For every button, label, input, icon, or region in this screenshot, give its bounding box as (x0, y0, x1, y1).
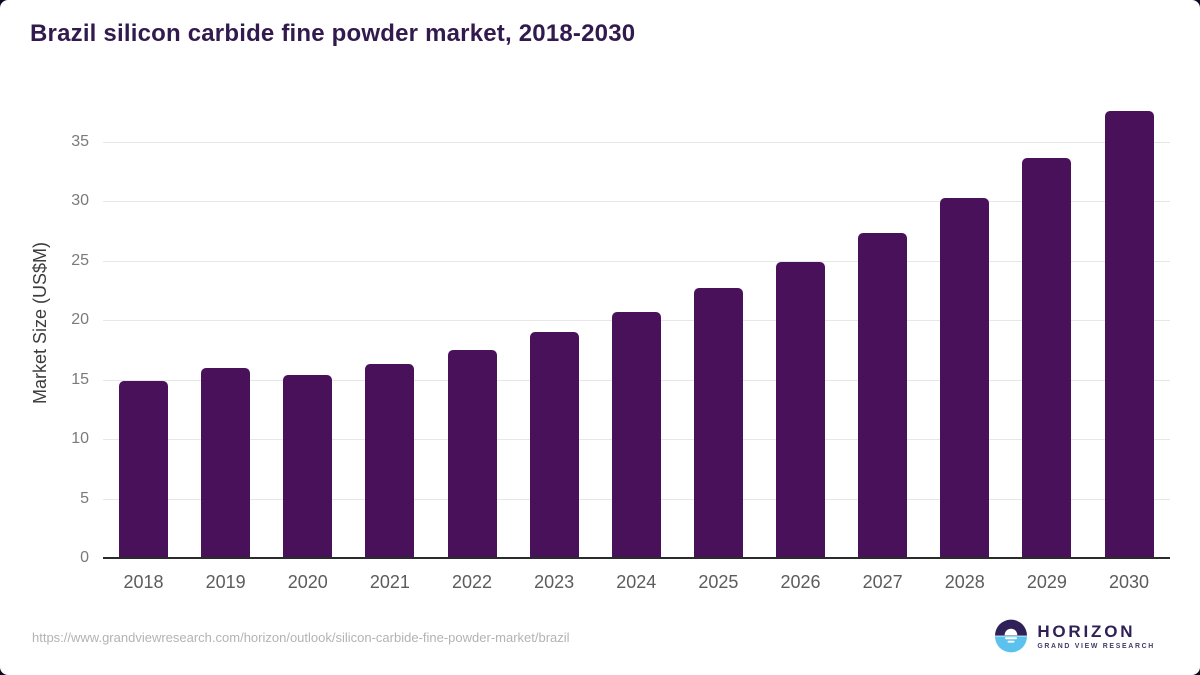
bar-2027 (858, 233, 908, 558)
y-tick-label: 5 (80, 489, 89, 507)
bar-2024 (611, 311, 661, 558)
gridline (103, 260, 1170, 262)
bar-2021 (365, 364, 415, 558)
horizon-logo: HORIZON GRAND VIEW RESEARCH (994, 619, 1155, 653)
x-tick-label-2026: 2026 (780, 572, 821, 592)
horizon-sun-icon (994, 619, 1028, 653)
bar-2029 (1022, 158, 1072, 558)
x-tick-label-2025: 2025 (698, 572, 739, 592)
chart-title: Brazil silicon carbide fine powder marke… (30, 20, 636, 47)
x-tick-label-2023: 2023 (534, 572, 575, 592)
x-tick-label-2030: 2030 (1109, 572, 1150, 592)
bar-2018 (119, 380, 168, 558)
gridline (103, 141, 1170, 143)
x-tick-label-2029: 2029 (1026, 572, 1067, 592)
plot-area: 0 5 10 15 20 25 30 35 2018 2019 2020 2021 2022 2023 20… (71, 100, 1170, 592)
logo-tagline-text: GRAND VIEW RESEARCH (1037, 643, 1155, 650)
bar-2025 (693, 287, 743, 558)
x-tick-label-2020: 2020 (287, 572, 328, 592)
x-tick-label-2024: 2024 (616, 572, 657, 592)
y-tick-label: 30 (71, 192, 89, 210)
logo-brand-text: HORIZON (1037, 622, 1136, 641)
gridline (103, 201, 1170, 203)
x-tick-label-2028: 2028 (944, 572, 985, 592)
x-axis-line (103, 557, 1170, 559)
y-tick-label: 25 (71, 251, 89, 269)
logo-text: HORIZON GRAND VIEW RESEARCH (1037, 622, 1155, 650)
y-tick-label: 15 (71, 370, 89, 388)
x-tick-label-2018: 2018 (123, 572, 164, 592)
bar-2030 (1104, 110, 1154, 558)
bar-2022 (447, 349, 497, 558)
bar-2020 (283, 374, 333, 558)
bar-2028 (940, 197, 990, 558)
x-tick-label-2019: 2019 (205, 572, 246, 592)
y-tick-label: 10 (71, 430, 89, 448)
x-tick-label-2022: 2022 (451, 572, 493, 592)
y-tick-label: 35 (71, 132, 89, 150)
bar-2026 (776, 261, 826, 558)
y-tick-label: 0 (80, 549, 89, 566)
bar-2023 (529, 331, 579, 558)
x-tick-label-2027: 2027 (862, 572, 903, 592)
source-url: https://www.grandviewresearch.com/horizo… (32, 630, 570, 645)
x-tick-label-2021: 2021 (369, 572, 410, 592)
y-tick-label: 20 (71, 311, 89, 329)
bar-2019 (201, 367, 251, 558)
